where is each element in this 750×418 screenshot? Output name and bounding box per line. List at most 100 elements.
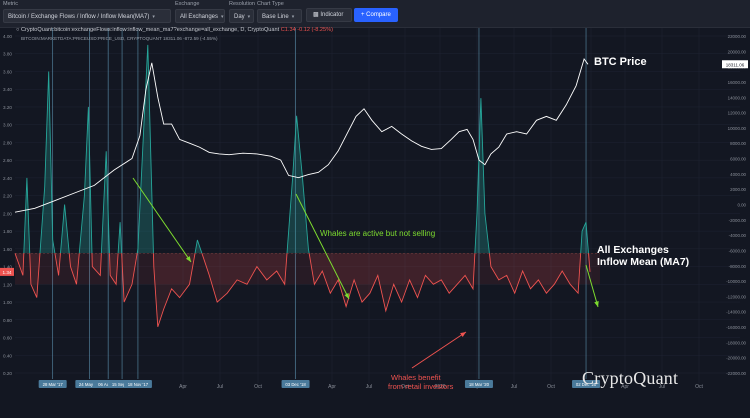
left-axis-tick: 3.20 <box>3 105 12 110</box>
resolution-value: Day <box>234 14 245 20</box>
right-axis-tick: 8000.00 <box>730 141 746 146</box>
legend-series-2: BITCOIN:MARKETDATA:PRICEUSD:PRICE_USD, C… <box>21 36 218 41</box>
x-axis-tick: 2020 <box>434 384 445 390</box>
chart-type-select[interactable]: Base Line ▾ <box>257 9 302 23</box>
compare-button[interactable]: + Compare <box>354 8 398 22</box>
left-axis-tick: 1.00 <box>3 300 12 305</box>
metric-select[interactable]: Bitcoin / Exchange Flows / Inflow / Infl… <box>3 9 171 23</box>
legend-series-1-text: CryptoQuant:bitcoin:exchangeFlows:inflow… <box>20 27 280 33</box>
right-axis-tick: 10000.00 <box>728 126 747 131</box>
left-axis-tick: 3.40 <box>3 87 12 92</box>
metric-label: Metric <box>3 1 18 7</box>
left-axis-tick: 1.60 <box>3 247 12 252</box>
right-axis-tick: 14000.00 <box>728 95 747 100</box>
exchange-select[interactable]: All Exchanges ▾ <box>175 9 225 23</box>
chart-series <box>14 44 591 328</box>
indicator-label: Indicator <box>320 12 344 18</box>
right-axis-tick: 20000.00 <box>728 49 747 54</box>
x-axis-tick: Oct <box>401 384 409 390</box>
btc-price-line <box>14 58 589 213</box>
arrow-whales-2018-head <box>185 256 191 262</box>
left-axis-tick: 3.00 <box>3 123 12 128</box>
x-axis-tick: Jul <box>366 384 372 390</box>
arrow-inflow-label-head <box>594 301 599 307</box>
arrow-whales-2018 <box>132 177 192 263</box>
inflow-line-below <box>14 253 591 328</box>
arrow-retail <box>411 331 467 369</box>
left-axis-tick: 0.80 <box>3 318 12 323</box>
right-axis-tick: 16000.00 <box>728 80 747 85</box>
resolution-select[interactable]: Day ▾ <box>229 9 254 23</box>
inflow-annotation-line2: Inflow Mean (MA7) <box>597 256 690 268</box>
right-axis: 22000.0020000.0018000.0016000.0014000.00… <box>722 34 748 376</box>
left-axis-tick: 2.00 <box>3 211 12 216</box>
right-axis-tick: -4000.00 <box>729 233 747 238</box>
inflow-line-above <box>15 44 589 254</box>
right-axis-tick: -10000.00 <box>726 279 746 284</box>
compare-label: Compare <box>366 12 391 18</box>
date-badge-label: 15 Sep '17 <box>112 382 133 387</box>
left-axis-tick: 2.40 <box>3 176 12 181</box>
chart-type-label: Chart Type <box>257 1 284 7</box>
date-badge-label: 18 Nov '17 <box>128 382 149 387</box>
left-axis-tick: 2.20 <box>3 194 12 199</box>
inflow-annotation-line1: All Exchanges <box>597 244 669 256</box>
right-axis-tick: -20000.00 <box>726 356 746 361</box>
chart-type-group: Chart Type Base Line ▾ <box>257 1 302 23</box>
left-axis-tick: 1.40 <box>3 265 12 270</box>
right-axis-tick: -12000.00 <box>726 294 746 299</box>
retail-annotation-line1: Whales benefit <box>391 373 441 382</box>
arrow-retail-head <box>460 332 466 338</box>
arrow-whales-2019 <box>295 193 350 300</box>
x-axis-tick: Oct <box>695 384 703 390</box>
exchange-group: Exchange All Exchanges ▾ <box>175 1 225 23</box>
whales-active-annotation: Whales are active but not selling <box>320 229 436 238</box>
date-badge-label: 28 Mar '17 <box>43 382 64 387</box>
retail-annotation-line2: from retail investors <box>388 382 454 391</box>
x-axis-tick: Oct <box>254 384 262 390</box>
date-badge <box>281 380 310 388</box>
right-axis-tick: -2000.00 <box>729 218 747 223</box>
retail-annotation: Whales benefit from retail investors <box>388 373 453 391</box>
left-axis: 4.00 3.80 3.60 3.40 3.20 3.00 2.80 2.60 2.40 2.20… <box>0 34 14 376</box>
date-badge <box>464 380 493 388</box>
date-badge-label: 18 Mar '20 <box>469 382 490 387</box>
right-axis-tick: 12000.00 <box>728 111 747 116</box>
left-axis-tick: 0.60 <box>3 336 12 341</box>
chevron-down-icon: ▾ <box>221 14 224 20</box>
left-axis-tick: 2.60 <box>3 158 12 163</box>
arrow-whales-2019-head <box>344 293 349 299</box>
x-axis: OctAprJulOct2019AprJulOct2020AprJulOct20… <box>38 380 703 390</box>
chart-type-value: Base Line <box>262 14 289 20</box>
left-axis-tick: 3.80 <box>3 52 12 57</box>
right-axis-tick: 0.00 <box>737 203 746 208</box>
chart-background <box>0 28 750 418</box>
right-axis-tick: -8000.00 <box>729 264 747 269</box>
btc-price-annotation: BTC Price <box>594 56 647 68</box>
inflow-area-above <box>15 44 590 254</box>
chevron-down-icon: ▾ <box>247 14 251 20</box>
left-axis-tick: 4.00 <box>3 34 12 39</box>
inflow-annotation: All Exchanges Inflow Mean (MA7) <box>597 244 689 268</box>
date-badge-label: 24 May '17 <box>79 382 100 387</box>
annotation-arrows <box>132 177 599 369</box>
right-axis-tick: 22000.00 <box>728 34 747 39</box>
date-badge <box>123 380 152 388</box>
left-axis-tick: 1.80 <box>3 229 12 234</box>
legend-series-1-value: C1.34 -0.12 (-8.25%) <box>280 27 333 33</box>
indicator-icon: ▩ <box>313 12 321 18</box>
left-current-badge <box>0 267 14 276</box>
right-axis-tick: 4000.00 <box>730 172 746 177</box>
resolution-group: Resolution Day ▾ <box>229 1 255 23</box>
left-axis-tick: 0.20 <box>3 371 12 376</box>
x-axis-tick: Apr <box>328 384 336 390</box>
inflow-area-below <box>15 253 590 327</box>
right-axis-tick: -22000.00 <box>726 371 746 376</box>
exchange-value: All Exchanges <box>180 14 219 20</box>
legend-eye-icon[interactable]: ○ <box>16 27 21 33</box>
right-current-badge <box>722 60 748 69</box>
date-badge <box>38 380 67 388</box>
indicator-button[interactable]: ▩ Indicator <box>306 8 352 22</box>
chevron-down-icon: ▾ <box>291 14 295 20</box>
plus-icon: + <box>361 12 367 18</box>
